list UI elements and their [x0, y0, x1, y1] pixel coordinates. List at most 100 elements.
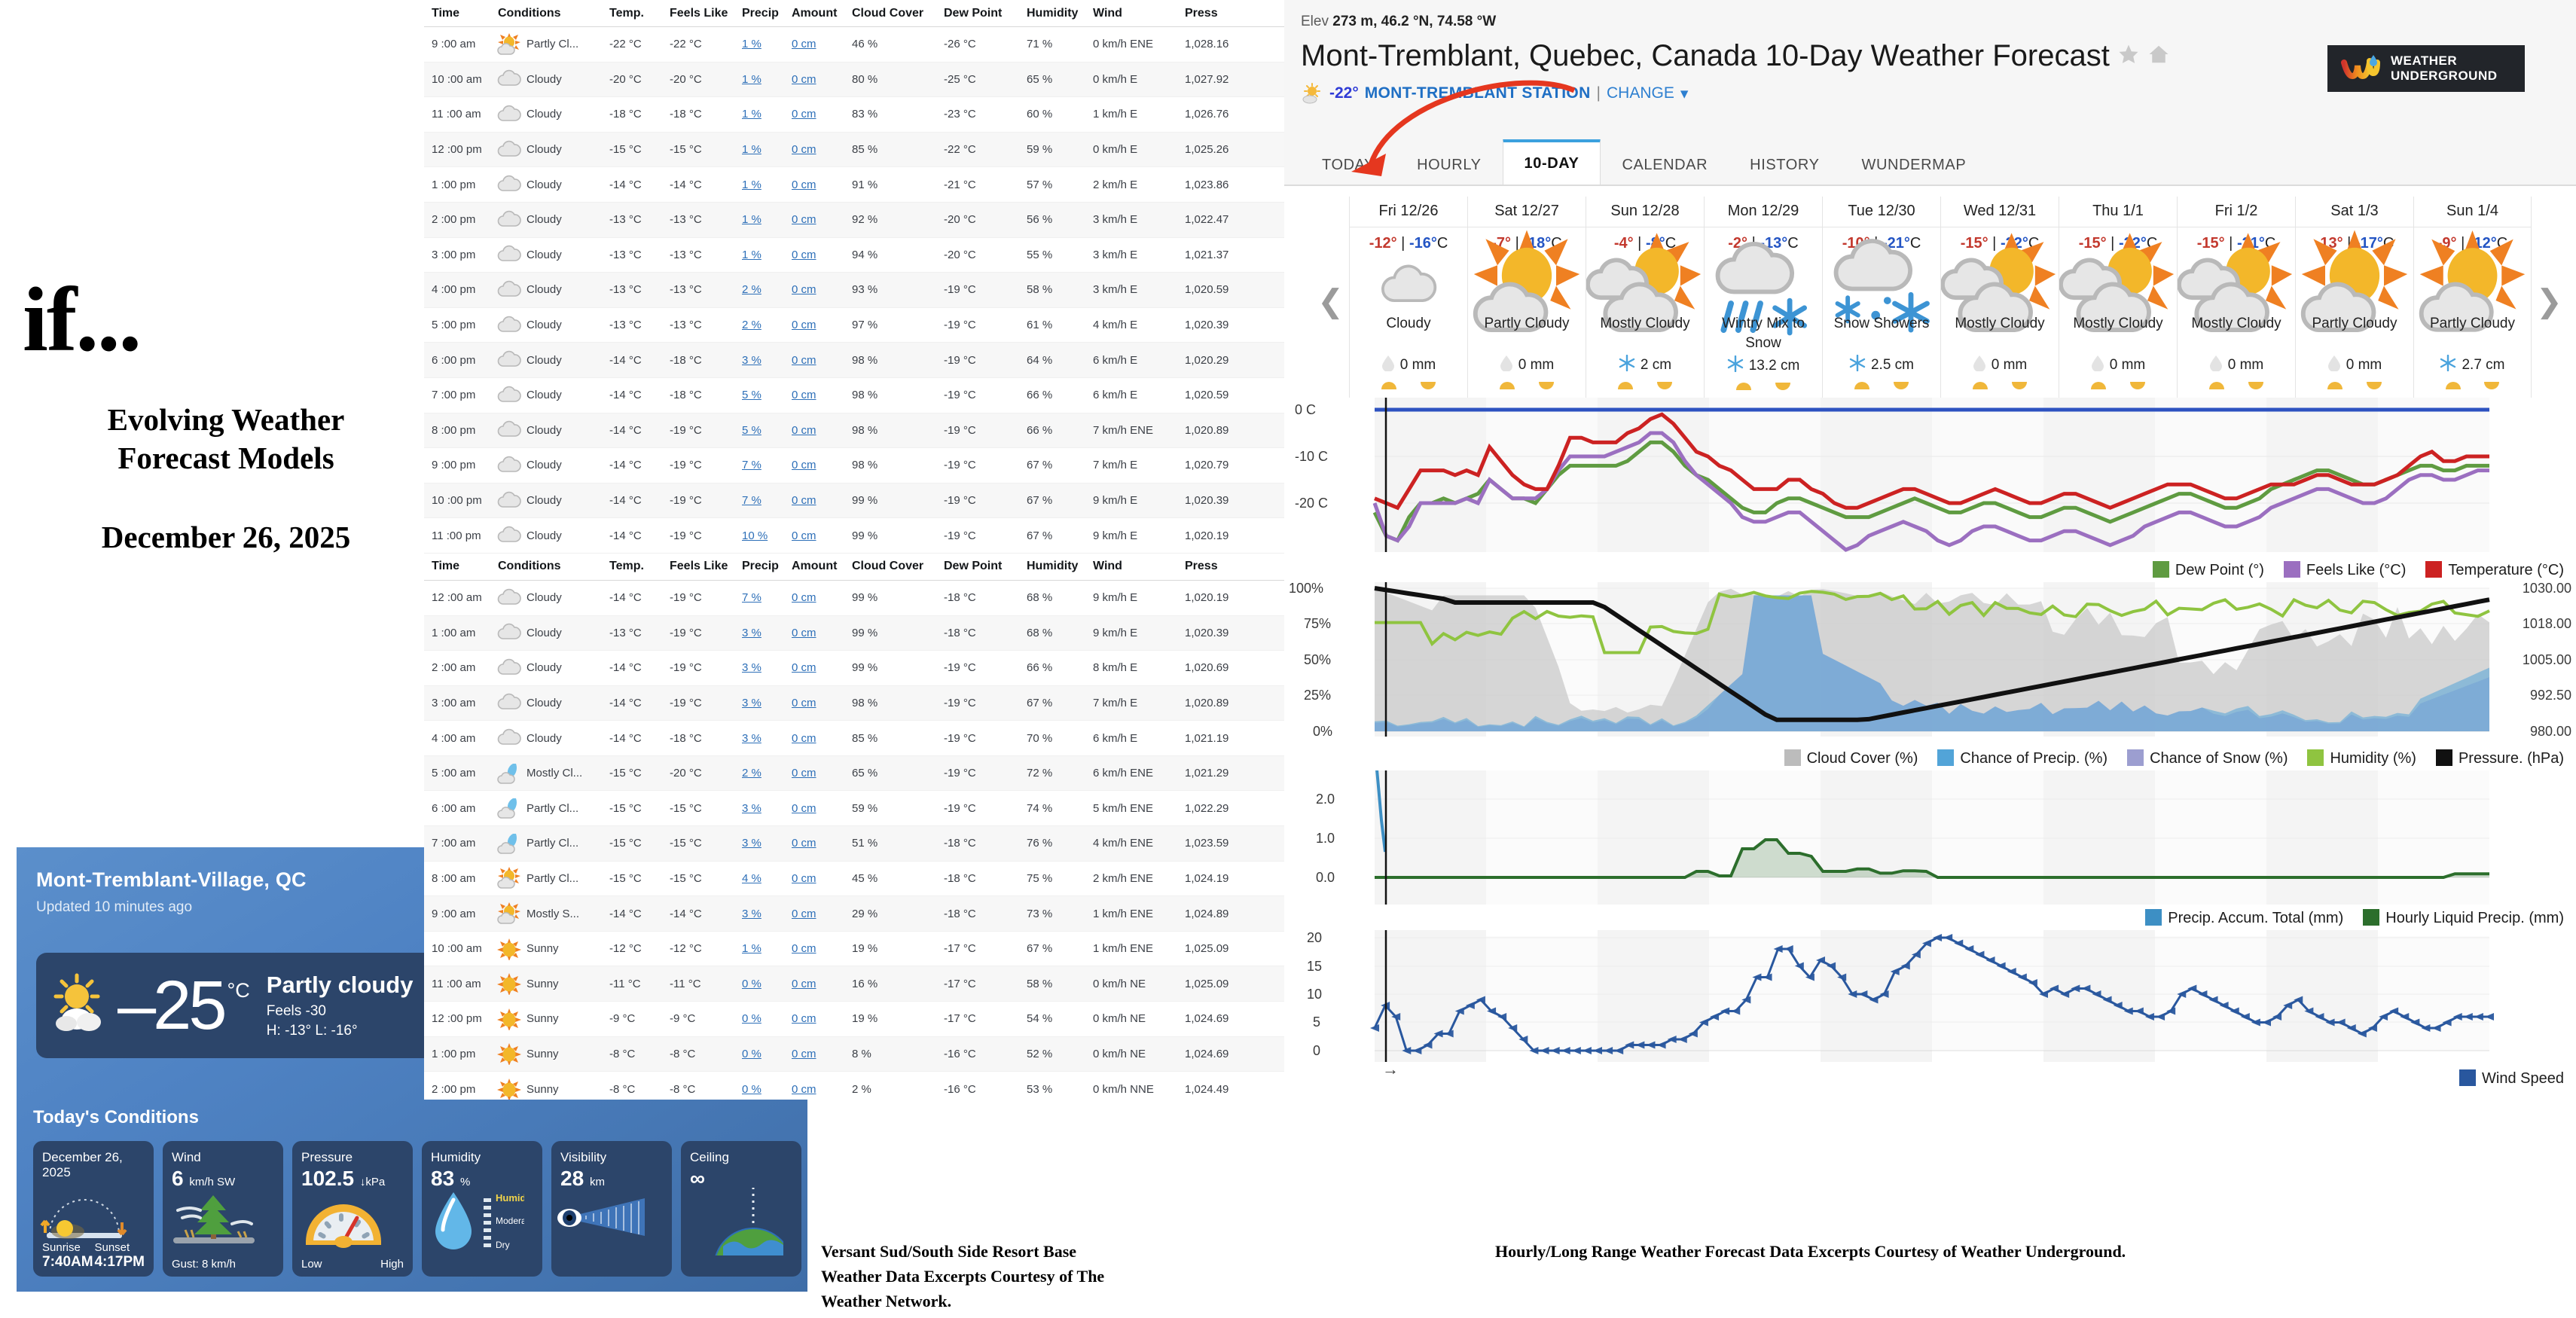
wu-change-station-link[interactable]: CHANGE [1607, 84, 1674, 102]
table-row[interactable]: 2 :00 am Cloudy -14 °C -19 °C 3 % 0 cm 9… [424, 651, 1284, 686]
cell-wind: 6 km/h E [1093, 389, 1138, 402]
forecast-card[interactable]: Wed 12/31 -15° | -22°C Mostly Cloudy 0 m… [1940, 197, 2059, 398]
chevron-down-icon[interactable]: ▾ [1680, 84, 1689, 102]
table-row[interactable]: 8 :00 pm Cloudy -14 °C -19 °C 5 % 0 cm 9… [424, 413, 1284, 449]
cell-cloud: 97 % [852, 319, 878, 332]
th-temp: Temp. [609, 6, 644, 20]
twn-humidity-value: 83 [431, 1167, 455, 1190]
cell-precip: 5 % [742, 389, 762, 402]
twn-city-name: Mont-Tremblant-Village, QC [36, 868, 307, 891]
table-row[interactable]: 11 :00 pm Cloudy -14 °C -19 °C 10 % 0 cm… [424, 518, 1284, 554]
star-icon[interactable] [2117, 39, 2140, 73]
th-wind: Wind [1093, 560, 1122, 573]
table-row[interactable]: 10 :00 am Sunny -12 °C -12 °C 1 % 0 cm 1… [424, 932, 1284, 967]
forecast-card[interactable]: Sun 1/4 -9° | -12°C Partly Cloudy 2.7 cm [2413, 197, 2532, 398]
forecast-card[interactable]: Tue 12/30 -10° | -21°C Snow Showers 2.5 … [1822, 197, 1940, 398]
cell-cloud: 59 % [852, 801, 878, 815]
forecast-card[interactable]: Thu 1/1 -15° | -22°C Mostly Cloudy 0 mm [2059, 197, 2177, 398]
next-days-arrow-icon[interactable]: ❯ [2535, 283, 2562, 319]
cell-amount: 0 cm [792, 1047, 816, 1060]
th-precip: Precip [742, 6, 779, 20]
ten-day-forecast-row[interactable]: Fri 12/26 -12° | -16°C Cloudy 0 mm Sat 1… [1284, 186, 2576, 398]
partly-cloudy-night-icon [496, 832, 522, 855]
wu-station-name[interactable]: MONT-TREMBLANT STATION [1364, 84, 1591, 102]
cell-amount: 0 cm [792, 767, 816, 780]
forecast-card[interactable]: Sat 1/3 -13° | -17°C Partly Cloudy 0 mm [2295, 197, 2413, 398]
twn-humidity-label: Humidity [431, 1150, 481, 1164]
wu-tab-bar[interactable]: TODAY HOURLY 10-DAY CALENDAR HISTORY WUNDERMA… [1284, 138, 2576, 186]
table-row[interactable]: 6 :00 am Partly Cl... -15 °C -15 °C 3 % … [424, 791, 1284, 827]
cell-conditions: Sunny [493, 1008, 606, 1030]
forecast-description: Snow Showers [1833, 316, 1930, 331]
forecast-card[interactable]: Fri 12/26 -12° | -16°C Cloudy 0 mm [1349, 197, 1467, 398]
tab-calendar[interactable]: CALENDAR [1622, 156, 1708, 173]
table-row[interactable]: 12 :00 pm Cloudy -15 °C -15 °C 1 % 0 cm … [424, 132, 1284, 168]
cell-amount: 0 cm [792, 248, 816, 261]
forecast-card[interactable]: Sat 12/27 -7° | -18°C Partly Cloudy 0 mm [1467, 197, 1586, 398]
forecast-day: Sat 1/3 [2296, 197, 2413, 227]
table-row[interactable]: 2 :00 pm Cloudy -13 °C -13 °C 1 % 0 cm 9… [424, 202, 1284, 238]
table-row[interactable]: 12 :00 am Cloudy -14 °C -19 °C 7 % 0 cm … [424, 581, 1284, 616]
table-row[interactable]: 2 :00 pm Sunny -8 °C -8 °C 0 % 0 cm 2 % … [424, 1072, 1284, 1100]
cell-time: 11 :00 am [432, 977, 481, 990]
cell-amount: 0 cm [792, 213, 816, 227]
tab-history[interactable]: HISTORY [1750, 156, 1820, 173]
table-row[interactable]: 7 :00 pm Cloudy -14 °C -18 °C 5 % 0 cm 9… [424, 378, 1284, 413]
table-row[interactable]: 1 :00 pm Cloudy -14 °C -14 °C 1 % 0 cm 9… [424, 167, 1284, 203]
twn-current-temp: –25 [118, 967, 227, 1044]
cell-wind: 9 km/h E [1093, 626, 1138, 639]
cell-feels: -19 °C [670, 696, 702, 709]
sunset-icon [2011, 380, 2028, 394]
cell-dew: -19 °C [944, 494, 976, 508]
cell-pressure: 1,022.47 [1185, 213, 1229, 227]
table-row[interactable]: 9 :00 am Partly Cl... -22 °C -22 °C 1 % … [424, 27, 1284, 63]
hourly-forecast-table[interactable]: Time Conditions Temp. Feels Like Precip … [424, 0, 1284, 1100]
cell-feels: -19 °C [670, 591, 702, 605]
table-row[interactable]: 12 :00 pm Sunny -9 °C -9 °C 0 % 0 cm 19 … [424, 1002, 1284, 1037]
table-row[interactable]: 4 :00 pm Cloudy -13 °C -13 °C 2 % 0 cm 9… [424, 273, 1284, 308]
snowflake-icon [1849, 354, 1866, 376]
cell-wind: 0 km/h E [1093, 72, 1138, 86]
cell-cloud: 92 % [852, 213, 878, 227]
cell-dew: -19 °C [944, 696, 976, 709]
table-row[interactable]: 3 :00 pm Cloudy -13 °C -13 °C 1 % 0 cm 9… [424, 238, 1284, 273]
table-row[interactable]: 5 :00 pm Cloudy -13 °C -13 °C 2 % 0 cm 9… [424, 308, 1284, 343]
cell-wind: 0 km/h NNE [1093, 1082, 1154, 1096]
table-row[interactable]: 11 :00 am Cloudy -18 °C -18 °C 1 % 0 cm … [424, 97, 1284, 133]
cell-dew: -19 °C [944, 459, 976, 472]
cell-amount: 0 cm [792, 1012, 816, 1026]
table-row[interactable]: 5 :00 am Mostly Cl... -15 °C -20 °C 2 % … [424, 755, 1284, 792]
cloud-chart-legend: Cloud Cover (%) Chance of Precip. (%) Chan… [1784, 749, 2576, 767]
sunny-icon [496, 972, 522, 996]
cell-amount: 0 cm [792, 459, 816, 472]
table-row[interactable]: 1 :00 am Cloudy -13 °C -19 °C 3 % 0 cm 9… [424, 615, 1284, 651]
twn-conditions-cards: December 26, 2025 Sunrise 7:40AM [33, 1141, 801, 1277]
forecast-card[interactable]: Mon 12/29 -2° | -13°C Wintry Mix to Snow… [1704, 197, 1822, 398]
cloud-axis-left-4: 0% [1313, 724, 1333, 740]
forecast-card[interactable]: Fri 1/2 -15° | -21°C Mostly Cloudy 0 mm [2177, 197, 2295, 398]
forecast-card[interactable]: Sun 12/28 -4° | -8°C Mostly Cloudy 2 cm [1586, 197, 1704, 398]
table-row[interactable]: 4 :00 am Cloudy -14 °C -18 °C 3 % 0 cm 8… [424, 721, 1284, 756]
table-row[interactable]: 9 :00 pm Cloudy -14 °C -19 °C 7 % 0 cm 9… [424, 448, 1284, 484]
legend-swatch [2363, 909, 2380, 926]
tab-hourly[interactable]: HOURLY [1417, 156, 1482, 173]
cell-time: 11 :00 am [432, 108, 481, 121]
table-row[interactable]: 1 :00 pm Sunny -8 °C -8 °C 0 % 0 cm 8 % … [424, 1036, 1284, 1072]
table-row[interactable]: 10 :00 pm Cloudy -14 °C -19 °C 7 % 0 cm … [424, 483, 1284, 519]
table-row[interactable]: 7 :00 am Partly Cl... -15 °C -15 °C 3 % … [424, 826, 1284, 862]
cell-precip: 7 % [742, 591, 762, 605]
table-row[interactable]: 6 :00 pm Cloudy -14 °C -18 °C 3 % 0 cm 9… [424, 343, 1284, 378]
forecast-precip-amount: 0 mm [2109, 357, 2146, 373]
cell-temp: -14 °C [609, 494, 642, 508]
table-row[interactable]: 3 :00 am Cloudy -14 °C -19 °C 3 % 0 cm 9… [424, 685, 1284, 722]
table-row[interactable]: 8 :00 am Partly Cl... -15 °C -15 °C 4 % … [424, 862, 1284, 897]
table-row[interactable]: 9 :00 am Mostly S... -14 °C -14 °C 3 % 0… [424, 896, 1284, 932]
tab-wundermap[interactable]: WUNDERMAP [1861, 156, 1967, 173]
forecast-precip-amount: 0 mm [1399, 357, 1436, 373]
table-row[interactable]: 10 :00 am Cloudy -20 °C -20 °C 1 % 0 cm … [424, 62, 1284, 98]
table-row[interactable]: 11 :00 am Sunny -11 °C -11 °C 0 % 0 cm 1… [424, 966, 1284, 1002]
prev-days-arrow-icon[interactable]: ❮ [1317, 283, 1344, 319]
tab-10-day[interactable]: 10-DAY [1502, 138, 1601, 185]
home-icon[interactable] [2147, 39, 2170, 73]
wu-separator: | [1596, 84, 1601, 102]
